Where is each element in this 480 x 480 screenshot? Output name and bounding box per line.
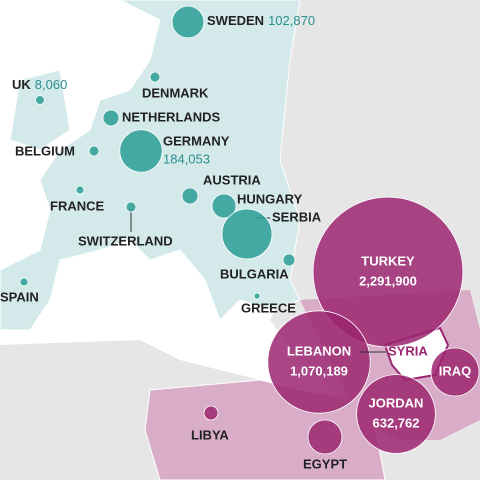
value-label: 102,870: [268, 13, 315, 28]
bubble: [35, 95, 45, 105]
country-label: SPAIN: [0, 289, 39, 304]
value-label: 632,762: [373, 415, 420, 430]
bubble: [211, 193, 237, 219]
bubble: [102, 109, 120, 127]
country-label: TURKEY: [361, 253, 415, 268]
country-label: GREECE: [241, 300, 296, 315]
uk-land: [9, 69, 71, 151]
bubble: [181, 187, 199, 205]
value-label: 184,053: [163, 151, 210, 166]
country-label: UK 8,060: [12, 77, 67, 92]
bubble: [356, 374, 436, 454]
country-label: BULGARIA: [220, 266, 289, 281]
bubble: [253, 292, 261, 300]
country-label: GERMANY: [163, 133, 230, 148]
bubble: [19, 277, 29, 287]
value-label: 8,060: [35, 77, 68, 92]
country-label: BELGIUM: [15, 143, 75, 158]
bubble: [119, 129, 163, 173]
bubble: [267, 310, 371, 414]
country-label: SWITZERLAND: [78, 233, 173, 248]
bubble: [430, 347, 480, 397]
country-label: FRANCE: [50, 198, 104, 213]
country-name: UK: [12, 77, 31, 92]
country-label: JORDAN: [369, 395, 424, 410]
country-label: HUNGARY: [237, 191, 303, 206]
country-label: LIBYA: [191, 427, 229, 442]
country-label: DENMARK: [142, 85, 209, 100]
country-label: IRAQ: [439, 363, 472, 378]
country-label: LEBANON: [287, 343, 351, 358]
bubble: [149, 71, 161, 83]
country-label: SWEDEN 102,870: [207, 13, 315, 28]
bubble: [75, 185, 85, 195]
country-label: EGYPT: [303, 456, 347, 471]
bubble: [88, 145, 100, 157]
country-label: SERBIA: [272, 209, 322, 224]
bubble: [307, 419, 343, 455]
bubble: [282, 253, 296, 267]
bubble: [203, 405, 219, 421]
country-label: NETHERLANDS: [122, 109, 221, 124]
value-label: 2,291,900: [359, 273, 417, 288]
country-name: SWEDEN: [207, 13, 264, 28]
value-label: 1,070,189: [290, 363, 348, 378]
country-label: AUSTRIA: [203, 172, 261, 187]
bubble: [125, 201, 137, 213]
bubble: [171, 5, 205, 39]
bubble: [221, 208, 273, 260]
bubble: [312, 196, 464, 348]
country-label: SYRIA: [388, 343, 428, 358]
